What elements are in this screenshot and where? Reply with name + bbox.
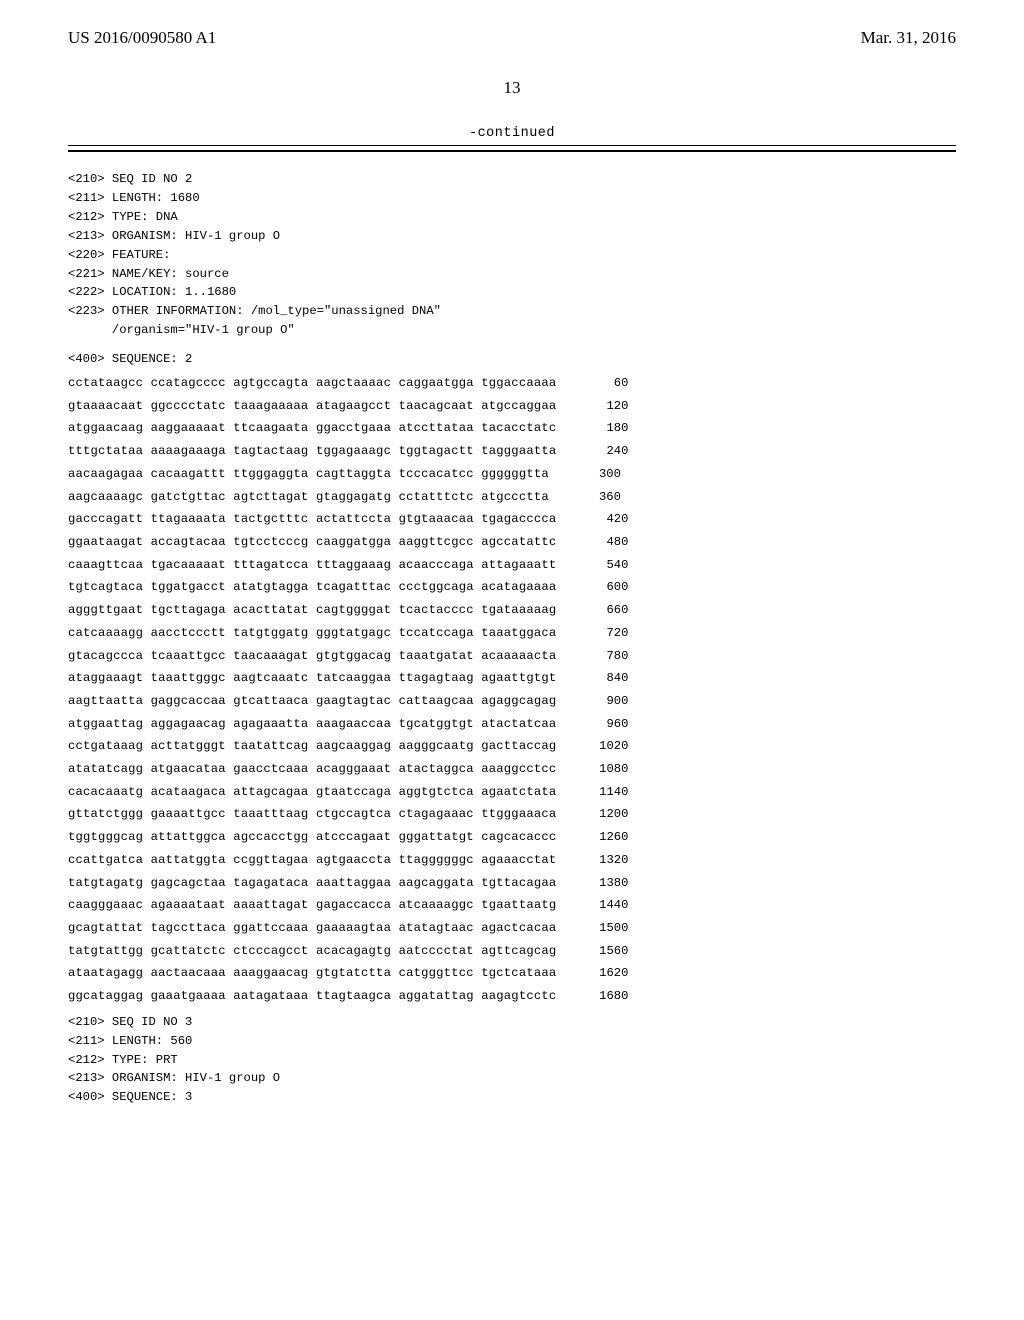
- sequence-groups: aacaagagaa cacaagattt ttgggaggta cagttag…: [68, 468, 549, 480]
- sequence-row: ataggaaagt taaattgggc aagtcaaatc tatcaag…: [68, 672, 956, 684]
- sequence-row: aagcaaaagc gatctgttac agtcttagat gtaggag…: [68, 491, 956, 503]
- sequence-position: 540: [570, 559, 628, 571]
- sequence-position: 180: [570, 422, 628, 434]
- sequence-row: gtacagccca tcaaattgcc taacaaagat gtgtgga…: [68, 650, 956, 662]
- sequence-row: ggaataagat accagtacaa tgtcctcccg caaggat…: [68, 536, 956, 548]
- sequence-row: aagttaatta gaggcaccaa gtcattaaca gaagtag…: [68, 695, 956, 707]
- sequence-position: 1380: [570, 877, 628, 889]
- sequence-row: gcagtattat tagccttaca ggattccaaa gaaaaag…: [68, 922, 956, 934]
- sequence-row: cctgataaag acttatgggt taatattcag aagcaag…: [68, 740, 956, 752]
- publication-number: US 2016/0090580 A1: [68, 28, 216, 48]
- seq2-rows: cctataagcc ccatagcccc agtgccagta aagctaa…: [68, 377, 956, 1002]
- sequence-groups: tatgtattgg gcattatctc ctcccagcct acacaga…: [68, 945, 556, 957]
- sequence-groups: caagggaaac agaaaataat aaaattagat gagacca…: [68, 899, 556, 911]
- sequence-groups: tggtgggcag attattggca agccacctgg atcccag…: [68, 831, 556, 843]
- sequence-row: ggcataggag gaaatgaaaa aatagataaa ttagtaa…: [68, 990, 956, 1002]
- sequence-row: tgtcagtaca tggatgacct atatgtagga tcagatt…: [68, 581, 956, 593]
- sequence-position: 900: [570, 695, 628, 707]
- sequence-position: 660: [570, 604, 628, 616]
- sequence-row: tttgctataa aaaagaaaga tagtactaag tggagaa…: [68, 445, 956, 457]
- sequence-row: tggtgggcag attattggca agccacctgg atcccag…: [68, 831, 956, 843]
- sequence-groups: agggttgaat tgcttagaga acacttatat cagtggg…: [68, 604, 556, 616]
- sequence-groups: atggaattag aggagaacag agagaaatta aaagaac…: [68, 718, 556, 730]
- sequence-position: 1260: [570, 831, 628, 843]
- sequence-row: atatatcagg atgaacataa gaacctcaaa acaggga…: [68, 763, 956, 775]
- seq3-meta: <210> SEQ ID NO 3 <211> LENGTH: 560 <212…: [68, 1013, 956, 1089]
- sequence-position: 300: [563, 468, 621, 480]
- publication-date: Mar. 31, 2016: [861, 28, 956, 48]
- sequence-position: 60: [570, 377, 628, 389]
- sequence-row: tatgtattgg gcattatctc ctcccagcct acacaga…: [68, 945, 956, 957]
- sequence-row: catcaaaagg aacctccctt tatgtggatg gggtatg…: [68, 627, 956, 639]
- sequence-groups: cctataagcc ccatagcccc agtgccagta aagctaa…: [68, 377, 556, 389]
- sequence-position: 1140: [570, 786, 628, 798]
- sequence-groups: caaagttcaa tgacaaaaat tttagatcca tttagga…: [68, 559, 556, 571]
- page-number: 13: [68, 78, 956, 98]
- sequence-position: 1500: [570, 922, 628, 934]
- sequence-row: gttatctggg gaaaattgcc taaatttaag ctgccag…: [68, 808, 956, 820]
- sequence-row: ataatagagg aactaacaaa aaaggaacag gtgtatc…: [68, 967, 956, 979]
- sequence-groups: cacacaaatg acataagaca attagcagaa gtaatcc…: [68, 786, 556, 798]
- sequence-position: 1200: [570, 808, 628, 820]
- sequence-position: 420: [570, 513, 628, 525]
- sequence-row: aacaagagaa cacaagattt ttgggaggta cagttag…: [68, 468, 956, 480]
- sequence-position: 1440: [570, 899, 628, 911]
- sequence-row: gacccagatt ttagaaaata tactgctttc actattc…: [68, 513, 956, 525]
- sequence-position: 1620: [570, 967, 628, 979]
- sequence-groups: tgtcagtaca tggatgacct atatgtagga tcagatt…: [68, 581, 556, 593]
- sequence-groups: gtaaaacaat ggcccctatc taaagaaaaa atagaag…: [68, 400, 556, 412]
- sequence-position: 600: [570, 581, 628, 593]
- sequence-row: ccattgatca aattatggta ccggttagaa agtgaac…: [68, 854, 956, 866]
- seq3-sequence-label: <400> SEQUENCE: 3: [68, 1088, 956, 1107]
- sequence-groups: aagcaaaagc gatctgttac agtcttagat gtaggag…: [68, 491, 549, 503]
- sequence-position: 720: [570, 627, 628, 639]
- sequence-position: 960: [570, 718, 628, 730]
- sequence-row: gtaaaacaat ggcccctatc taaagaaaaa atagaag…: [68, 400, 956, 412]
- sequence-position: 240: [570, 445, 628, 457]
- sequence-position: 1320: [570, 854, 628, 866]
- seq2-sequence-label: <400> SEQUENCE: 2: [68, 350, 956, 369]
- sequence-groups: atggaacaag aaggaaaaat ttcaagaata ggacctg…: [68, 422, 556, 434]
- sequence-groups: tatgtagatg gagcagctaa tagagataca aaattag…: [68, 877, 556, 889]
- sequence-groups: aagttaatta gaggcaccaa gtcattaaca gaagtag…: [68, 695, 556, 707]
- sequence-groups: gtacagccca tcaaattgcc taacaaagat gtgtgga…: [68, 650, 556, 662]
- sequence-groups: gcagtattat tagccttaca ggattccaaa gaaaaag…: [68, 922, 556, 934]
- sequence-position: 360: [563, 491, 621, 503]
- continued-label: -continued: [68, 126, 956, 141]
- page: US 2016/0090580 A1 Mar. 31, 2016 13 -con…: [0, 0, 1024, 1147]
- sequence-groups: catcaaaagg aacctccctt tatgtggatg gggtatg…: [68, 627, 556, 639]
- sequence-position: 780: [570, 650, 628, 662]
- sequence-row: caaagttcaa tgacaaaaat tttagatcca tttagga…: [68, 559, 956, 571]
- sequence-position: 1080: [570, 763, 628, 775]
- sequence-groups: ccattgatca aattatggta ccggttagaa agtgaac…: [68, 854, 556, 866]
- sequence-position: 840: [570, 672, 628, 684]
- seq2-meta: <210> SEQ ID NO 2 <211> LENGTH: 1680 <21…: [68, 170, 956, 340]
- sequence-row: tatgtagatg gagcagctaa tagagataca aaattag…: [68, 877, 956, 889]
- sequence-groups: cctgataaag acttatgggt taatattcag aagcaag…: [68, 740, 556, 752]
- sequence-row: atggaattag aggagaacag agagaaatta aaagaac…: [68, 718, 956, 730]
- divider-top: [68, 145, 956, 152]
- sequence-groups: ggcataggag gaaatgaaaa aatagataaa ttagtaa…: [68, 990, 556, 1002]
- sequence-groups: atatatcagg atgaacataa gaacctcaaa acaggga…: [68, 763, 556, 775]
- sequence-groups: ggaataagat accagtacaa tgtcctcccg caaggat…: [68, 536, 556, 548]
- sequence-groups: ataatagagg aactaacaaa aaaggaacag gtgtatc…: [68, 967, 556, 979]
- sequence-row: cacacaaatg acataagaca attagcagaa gtaatcc…: [68, 786, 956, 798]
- sequence-groups: gacccagatt ttagaaaata tactgctttc actattc…: [68, 513, 556, 525]
- sequence-position: 1020: [570, 740, 628, 752]
- sequence-row: atggaacaag aaggaaaaat ttcaagaata ggacctg…: [68, 422, 956, 434]
- sequence-position: 1560: [570, 945, 628, 957]
- sequence-row: agggttgaat tgcttagaga acacttatat cagtggg…: [68, 604, 956, 616]
- sequence-position: 1680: [570, 990, 628, 1002]
- sequence-groups: gttatctggg gaaaattgcc taaatttaag ctgccag…: [68, 808, 556, 820]
- sequence-row: caagggaaac agaaaataat aaaattagat gagacca…: [68, 899, 956, 911]
- header-line: US 2016/0090580 A1 Mar. 31, 2016: [68, 28, 956, 48]
- sequence-groups: ataggaaagt taaattgggc aagtcaaatc tatcaag…: [68, 672, 556, 684]
- sequence-groups: tttgctataa aaaagaaaga tagtactaag tggagaa…: [68, 445, 556, 457]
- sequence-row: cctataagcc ccatagcccc agtgccagta aagctaa…: [68, 377, 956, 389]
- sequence-position: 480: [570, 536, 628, 548]
- sequence-position: 120: [570, 400, 628, 412]
